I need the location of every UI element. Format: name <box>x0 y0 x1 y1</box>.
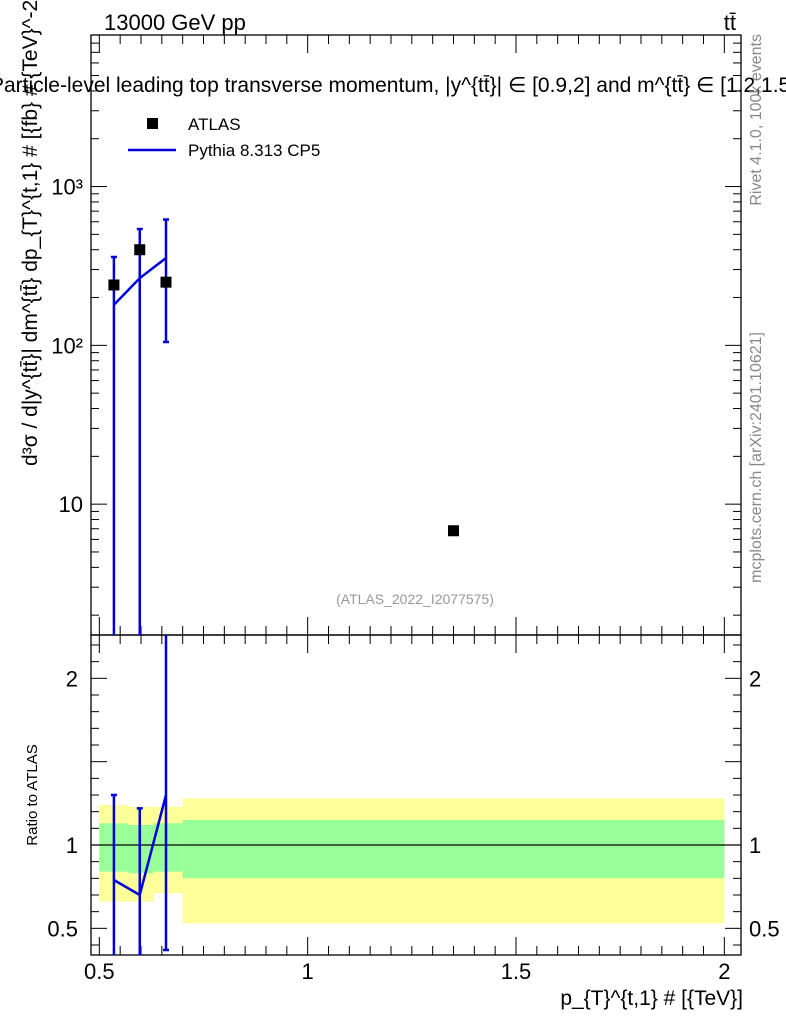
plot-title: Particle-level leading top transverse mo… <box>0 74 786 97</box>
main-panel-ticks: 10 10² 10³ <box>51 34 741 635</box>
ratio-y-tick-label-right: 0.5 <box>749 916 780 941</box>
ratio-y-axis-label: Ratio to ATLAS <box>24 744 41 845</box>
energy-label: 13000 GeV pp <box>104 10 246 35</box>
ratio-band-inner-2 <box>153 823 183 872</box>
ratio-uncertainty-bands <box>99 798 725 924</box>
x-tick-label: 1.5 <box>501 959 532 984</box>
side-label-top: Rivet 4.1.0, 100k events <box>748 34 765 206</box>
atlas-data-point <box>160 276 172 288</box>
ratio-y-tick-label: 2 <box>66 666 78 691</box>
main-y-axis-label: d³σ / d|y^{tt̄}| dm^{tt̄} dp_{T}^{t,1} #… <box>19 0 42 466</box>
x-tick-label: 0.5 <box>84 959 115 984</box>
atlas-data-point <box>448 525 459 537</box>
side-label-bottom: mcplots.cern.ch [arXiv:2401.10621] <box>748 332 765 583</box>
x-tick-label: 2 <box>718 959 730 984</box>
ratio-series-line <box>113 794 168 897</box>
main-y-tick-label: 10³ <box>51 175 83 200</box>
x-tick-label: 1 <box>302 959 314 984</box>
main-y-tick-label: 10² <box>51 333 83 358</box>
x-axis-label: p_{T}^{t,1} # [{TeV}] <box>560 987 743 1010</box>
ratio-band-inner-3 <box>182 820 725 879</box>
ratio-y-tick-label: 1 <box>66 833 78 858</box>
mc-series-line <box>113 256 167 306</box>
legend: ATLAS Pythia 8.313 CP5 <box>128 115 320 160</box>
process-label: tt̄ <box>724 10 736 35</box>
atlas-data-point <box>134 244 146 256</box>
main-y-tick-label: 10 <box>59 492 83 517</box>
legend-atlas-label: ATLAS <box>188 115 241 134</box>
ratio-panel-marks <box>91 635 741 955</box>
ratio-y-tick-label: 0.5 <box>47 916 78 941</box>
main-panel-marks <box>108 218 459 635</box>
ratio-y-tick-label-right: 1 <box>749 833 761 858</box>
legend-pythia-label: Pythia 8.313 CP5 <box>188 141 320 160</box>
watermark: (ATLAS_2022_I2077575) <box>336 591 494 607</box>
legend-atlas-marker <box>147 118 158 129</box>
atlas-data-point <box>108 279 120 291</box>
ratio-panel-ticks: 0.5 1 1.5 20.5 0.51 12 2 <box>47 635 780 984</box>
ratio-y-tick-label-right: 2 <box>749 666 761 691</box>
